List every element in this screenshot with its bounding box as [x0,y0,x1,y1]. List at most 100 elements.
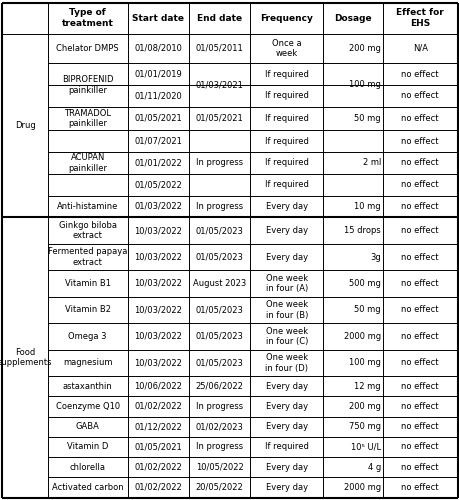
Text: Every day: Every day [265,202,308,211]
Text: no effect: no effect [401,114,438,123]
Text: Every day: Every day [265,462,308,471]
Text: Every day: Every day [265,382,308,390]
Text: no effect: no effect [401,358,438,368]
Text: If required: If required [264,92,308,100]
Text: Start date: Start date [132,14,184,22]
Text: 3g: 3g [369,252,380,262]
Text: ACUPAN
painkiller: ACUPAN painkiller [68,153,107,172]
Text: Frequency: Frequency [260,14,313,22]
Text: Activated carbon: Activated carbon [52,483,123,492]
Text: no effect: no effect [401,306,438,314]
Text: If required: If required [264,158,308,168]
Text: astaxanthin: astaxanthin [63,382,112,390]
Text: If required: If required [264,442,308,452]
Text: 750 mg: 750 mg [348,422,380,431]
Text: no effect: no effect [401,462,438,471]
Text: 10/03/2022: 10/03/2022 [134,226,182,235]
Text: TRAMADOL
painkiller: TRAMADOL painkiller [64,109,111,128]
Text: One week
in four (A): One week in four (A) [265,274,308,293]
Text: If required: If required [264,114,308,123]
Text: no effect: no effect [401,279,438,288]
Text: 01/07/2021: 01/07/2021 [134,136,182,145]
Text: End date: End date [197,14,242,22]
Text: 10/03/2022: 10/03/2022 [134,332,182,341]
Text: 20/05/2022: 20/05/2022 [196,483,243,492]
Text: no effect: no effect [401,402,438,411]
Text: 01/05/2021: 01/05/2021 [196,114,243,123]
Text: 01/01/2022: 01/01/2022 [134,158,182,168]
Text: 01/02/2022: 01/02/2022 [134,462,182,471]
Text: 4 g: 4 g [367,462,380,471]
Text: Type of
treatment: Type of treatment [62,8,113,28]
Text: 50 mg: 50 mg [354,114,380,123]
Text: 01/01/2019: 01/01/2019 [134,70,182,78]
Text: Vitamin D: Vitamin D [67,442,108,452]
Text: no effect: no effect [401,422,438,431]
Text: 10/03/2022: 10/03/2022 [134,358,182,368]
Text: Coenzyme Q10: Coenzyme Q10 [56,402,119,411]
Text: no effect: no effect [401,136,438,145]
Text: 01/05/2021: 01/05/2021 [134,442,182,452]
Text: 200 mg: 200 mg [348,44,380,53]
Text: 01/03/2022: 01/03/2022 [134,202,182,211]
Text: One week
in four (B): One week in four (B) [265,300,308,320]
Text: N/A: N/A [412,44,427,53]
Text: 10 mg: 10 mg [354,202,380,211]
Text: 01/05/2023: 01/05/2023 [196,332,243,341]
Text: 01/05/2021: 01/05/2021 [134,114,182,123]
Text: Food
supplements: Food supplements [0,348,52,367]
Text: no effect: no effect [401,382,438,390]
Text: 10/03/2022: 10/03/2022 [134,279,182,288]
Text: 01/12/2022: 01/12/2022 [134,422,182,431]
Text: 10/03/2022: 10/03/2022 [134,252,182,262]
Text: 2 ml: 2 ml [362,158,380,168]
Text: 10⁵ U/L: 10⁵ U/L [350,442,380,452]
Text: 01/05/2011: 01/05/2011 [196,44,243,53]
Text: In progress: In progress [196,442,243,452]
Text: 2000 mg: 2000 mg [343,483,380,492]
Text: Every day: Every day [265,422,308,431]
Text: Fermented papaya
extract: Fermented papaya extract [48,248,127,266]
Text: Effect for
EHS: Effect for EHS [395,8,443,28]
Text: chlorella: chlorella [69,462,106,471]
Text: no effect: no effect [401,180,438,189]
Text: 12 mg: 12 mg [354,382,380,390]
Text: no effect: no effect [401,442,438,452]
Text: no effect: no effect [401,483,438,492]
Text: Every day: Every day [265,252,308,262]
Text: 10/06/2022: 10/06/2022 [134,382,182,390]
Text: In progress: In progress [196,402,243,411]
Text: GABA: GABA [76,422,100,431]
Text: Anti-histamine: Anti-histamine [57,202,118,211]
Text: Chelator DMPS: Chelator DMPS [56,44,119,53]
Text: no effect: no effect [401,158,438,168]
Text: Vitamin B1: Vitamin B1 [65,279,111,288]
Text: 15 drops: 15 drops [343,226,380,235]
Text: 10/03/2022: 10/03/2022 [134,306,182,314]
Text: In progress: In progress [196,158,243,168]
Text: no effect: no effect [401,332,438,341]
Text: magnesium: magnesium [63,358,112,368]
Text: If required: If required [264,136,308,145]
Text: Once a
week: Once a week [272,38,301,58]
Text: 01/02/2023: 01/02/2023 [196,422,243,431]
Text: August 2023: August 2023 [193,279,246,288]
Text: 01/05/2022: 01/05/2022 [134,180,182,189]
Text: no effect: no effect [401,226,438,235]
Text: Dosage: Dosage [333,14,371,22]
Text: Vitamin B2: Vitamin B2 [65,306,111,314]
Text: 01/02/2022: 01/02/2022 [134,402,182,411]
Text: no effect: no effect [401,92,438,100]
Text: 01/02/2022: 01/02/2022 [134,483,182,492]
Text: 01/05/2023: 01/05/2023 [196,358,243,368]
Text: Omega 3: Omega 3 [68,332,106,341]
Text: 500 mg: 500 mg [348,279,380,288]
Text: no effect: no effect [401,252,438,262]
Text: Every day: Every day [265,402,308,411]
Text: One week
in four (D): One week in four (D) [265,353,308,372]
Text: 01/03/2021: 01/03/2021 [196,80,243,90]
Text: 2000 mg: 2000 mg [343,332,380,341]
Text: If required: If required [264,180,308,189]
Text: 01/05/2023: 01/05/2023 [196,306,243,314]
Text: no effect: no effect [401,202,438,211]
